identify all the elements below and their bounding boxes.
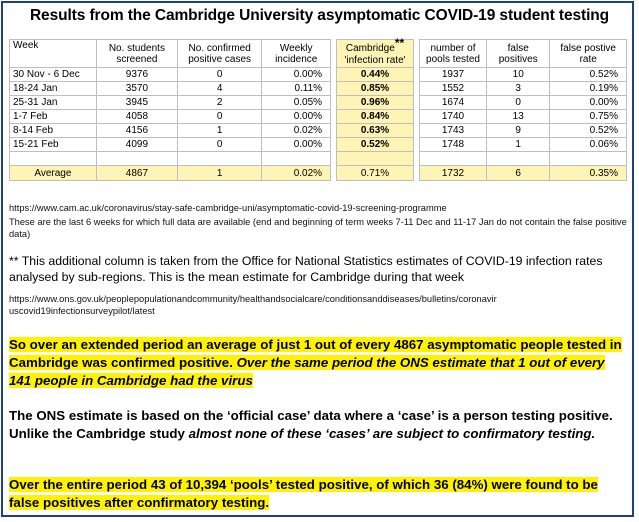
col-header-incidence: Weekly incidence [261,39,332,68]
page-title: Results from the Cambridge University as… [29,7,610,24]
cell-false-positives: 3 [486,81,551,96]
cell-screened: 4156 [95,123,179,138]
table-row: 15-21 Feb 4099 0 0.00% 0.52% 1748 1 0.06… [9,137,627,152]
table-row: 30 Nov - 6 Dec 9376 0 0.00% 0.44% 1937 1… [9,67,627,82]
summary-p2-normal: The ONS estimate is based on the ‘offici… [9,408,613,441]
cell-pools: 1674 [418,95,488,110]
cell-fp-rate: 0.75% [549,109,627,124]
col-header-week: Week [9,39,97,68]
col-header-false-positives: false positives [486,39,551,68]
cell-false-positives: 1 [486,137,551,152]
cell-average-pools: 1732 [418,165,488,181]
col-header-cambridge: Cambridge**'infection rate' [335,37,415,68]
col-header-pools: number of pools tested [418,39,488,68]
cell-average-false-positives: 6 [486,165,551,181]
cell-false-positives: 10 [486,67,551,82]
cell-false-positives: 9 [486,123,551,138]
cell-cambridge-rate: 0.96% [335,95,415,110]
cell-screened: 3945 [95,95,179,110]
table-row: 18-24 Jan 3570 4 0.11% 0.85% 1552 3 0.19… [9,81,627,96]
figure-frame: Results from the Cambridge University as… [1,1,634,517]
cell-average-fp-rate: 0.35% [549,165,627,181]
cell-positive: 4 [176,81,263,96]
source-link-cam[interactable]: https://www.cam.ac.uk/coronavirus/stay-s… [9,203,447,213]
cell-fp-rate: 0.52% [549,67,627,82]
cell-incidence: 0.00% [261,137,332,152]
cell-average-positive: 1 [176,165,263,181]
cell-fp-rate: 0.00% [549,95,627,110]
cell-cambridge-rate: 0.52% [335,137,415,152]
cell-incidence: 0.00% [261,109,332,124]
cell-false-positives: 0 [486,95,551,110]
cell-positive: 0 [176,109,263,124]
summary-p1-normal: So over an extended period an average of… [9,337,622,370]
cell-pools: 1743 [418,123,488,138]
cell-positive: 0 [176,137,263,152]
cell-incidence: 0.02% [261,123,332,138]
cell-week: 25-31 Jan [9,95,97,110]
results-table-wrap: Week No. students screened No. confirmed p… [9,37,627,181]
cell-incidence: 0.05% [261,95,332,110]
table-row: 25-31 Jan 3945 2 0.05% 0.96% 1674 0 0.00… [9,95,627,110]
source-link-ons-line2: uscovid19infectionsurveypilot/latest [9,306,155,316]
summary-p2-italic: almost none of these ‘cases’ are subject… [188,426,596,441]
summary-paragraph-1: So over an extended period an average of… [9,336,629,390]
cell-week: 8-14 Feb [9,123,97,138]
cell-cambridge-rate: 0.84% [335,109,415,124]
cell-cambridge-rate: 0.63% [335,123,415,138]
cell-positive: 2 [176,95,263,110]
cell-screened: 4099 [95,137,179,152]
table-row: 8-14 Feb 4156 1 0.02% 0.63% 1743 9 0.52% [9,123,627,138]
cell-fp-rate: 0.52% [549,123,627,138]
cell-pools: 1937 [418,67,488,82]
cell-week: 1-7 Feb [9,109,97,124]
cell-average-label: Average [9,165,97,181]
cell-screened: 4058 [95,109,179,124]
cell-positive: 1 [176,123,263,138]
cell-pools: 1552 [418,81,488,96]
summary-p3-text: Over the entire period 43 of 10,394 ‘poo… [9,477,598,510]
col-header-positive: No. confirmed positive cases [176,39,263,68]
col-header-fp-rate: false postive rate [549,39,627,68]
table-average-row: Average 4867 1 0.02% 0.71% 1732 6 0.35% [9,165,627,181]
ons-note: ** This additional column is taken from … [9,254,603,284]
cell-pools: 1748 [418,137,488,152]
results-table: Week No. students screened No. confirmed p… [9,37,627,181]
cell-incidence: 0.00% [261,67,332,82]
cell-screened: 9376 [95,67,179,82]
summary-p1-italic: Over the same period the ONS estimate th… [9,355,605,388]
cell-screened: 3570 [95,81,179,96]
cell-fp-rate: 0.19% [549,81,627,96]
cell-pools: 1740 [418,109,488,124]
cell-week: 30 Nov - 6 Dec [9,67,97,82]
source-link-ons-line1: https://www.ons.gov.uk/peoplepopulationa… [9,294,497,304]
cell-incidence: 0.11% [261,81,332,96]
cell-cambridge-rate: 0.85% [335,81,415,96]
cell-false-positives: 13 [486,109,551,124]
cell-week: 18-24 Jan [9,81,97,96]
table-spacer-row [9,151,627,166]
source-note: These are the last 6 weeks for which ful… [9,217,627,239]
summary-paragraph-2: The ONS estimate is based on the ‘offici… [9,407,629,443]
cell-average-incidence: 0.02% [261,165,332,181]
cell-week: 15-21 Feb [9,137,97,152]
table-header-row: Week No. students screened No. confirmed p… [9,37,627,68]
cell-average-screened: 4867 [95,165,179,181]
cell-positive: 0 [176,67,263,82]
cell-cambridge-rate: 0.44% [335,67,415,82]
source-link-ons[interactable]: https://www.ons.gov.uk/peoplepopulationa… [9,293,629,317]
col-header-screened: No. students screened [95,39,179,68]
table-row: 1-7 Feb 4058 0 0.00% 0.84% 1740 13 0.75% [9,109,627,124]
summary-paragraph-3: Over the entire period 43 of 10,394 ‘poo… [9,476,629,512]
cell-fp-rate: 0.06% [549,137,627,152]
cell-average-cambridge: 0.71% [335,165,415,181]
